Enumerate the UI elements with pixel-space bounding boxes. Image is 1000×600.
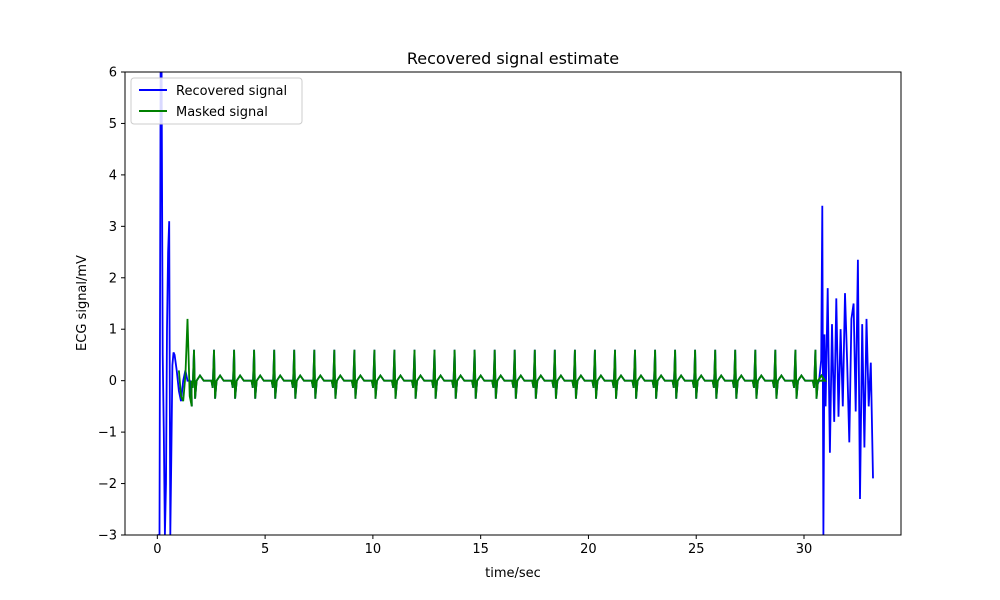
x-tick-label: 25 — [688, 542, 705, 557]
series-lines — [157, 72, 874, 535]
y-tick-label: 3 — [109, 220, 117, 235]
axis-ticks: 0 5 10 15 20 25 30 −3 −2 −1 0 1 2 3 4 5 6 — [98, 66, 812, 558]
x-tick-label: 0 — [153, 542, 161, 557]
x-axis-label: time/sec — [485, 566, 541, 581]
x-tick-label: 15 — [472, 542, 489, 557]
y-tick-label: −3 — [98, 529, 117, 544]
x-tick-label: 5 — [261, 542, 269, 557]
x-tick-label: 20 — [580, 542, 597, 557]
y-tick-label: 5 — [109, 117, 117, 132]
chart-title: Recovered signal estimate — [407, 49, 619, 68]
x-tick-label: 10 — [365, 542, 382, 557]
y-tick-label: 4 — [109, 168, 117, 183]
series-masked-signal — [178, 318, 827, 407]
y-tick-label: 2 — [109, 271, 117, 286]
y-tick-label: 0 — [109, 374, 117, 389]
x-tick-label: 30 — [796, 542, 813, 557]
y-tick-label: 1 — [109, 323, 117, 338]
legend-label-masked: Masked signal — [176, 105, 268, 120]
plot-frame — [124, 71, 902, 536]
y-tick-label: −1 — [98, 426, 117, 441]
legend-label-recovered: Recovered signal — [176, 84, 287, 99]
legend: Recovered signal Masked signal — [130, 77, 303, 125]
y-tick-label: −2 — [98, 477, 117, 492]
y-axis-label: ECG signal/mV — [75, 255, 90, 351]
legend-box — [130, 77, 303, 125]
y-tick-label: 6 — [109, 66, 117, 81]
series-recovered-signal — [157, 72, 874, 535]
